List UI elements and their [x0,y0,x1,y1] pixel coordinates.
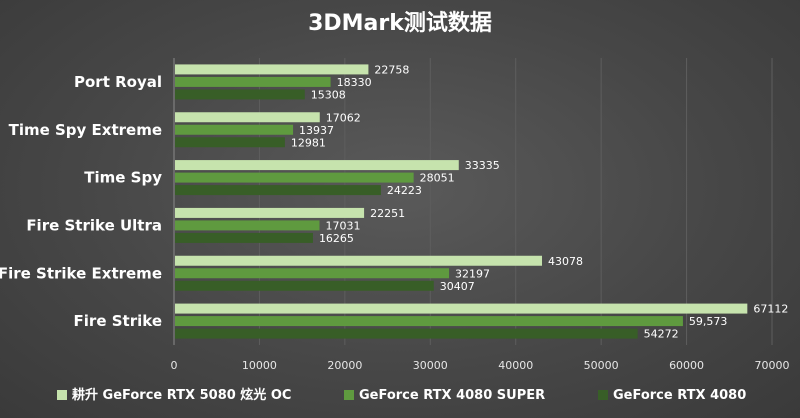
bar-value-label: 32197 [455,267,490,280]
x-tick-label: 40000 [498,359,533,372]
chart-title: 3DMark测试数据 [308,10,492,36]
x-tick-label: 10000 [242,359,277,372]
bar-value-label: 30407 [440,280,475,293]
bar [175,328,638,339]
category-label: Port Royal [74,73,162,91]
bar [175,137,285,148]
category-label: Fire Strike [74,312,162,330]
x-tick-label: 60000 [669,359,704,372]
bar-value-label: 22251 [370,207,405,220]
legend-label: 耕升 GeForce RTX 5080 炫光 OC [72,387,291,403]
bar-value-label: 28051 [420,172,455,185]
legend-swatch [598,390,608,400]
legend: 耕升 GeForce RTX 5080 炫光 OC GeForce RTX 408… [57,387,746,403]
x-axis-ticks: 0 10000 20000 30000 40000 50000 60000 70000 [171,359,790,372]
category-label: Time Spy Extreme [9,121,162,139]
bar [175,255,543,266]
x-tick-label: 50000 [584,359,619,372]
bar-value-label: 43078 [548,255,583,268]
bar-value-label: 16265 [319,232,354,245]
category-labels: Port Royal Time Spy Extreme Time Spy Fire S… [0,73,162,330]
bar-value-label: 24223 [387,184,422,197]
bar-value-label: 13937 [299,124,334,137]
bar-value-label: 18330 [337,76,372,89]
x-tick-label: 20000 [327,359,362,372]
legend-label: GeForce RTX 4080 SUPER [359,388,545,403]
bar-value-label: 15308 [311,88,346,101]
legend-label: GeForce RTX 4080 [613,388,746,403]
x-tick-label: 0 [171,359,178,372]
bar [175,232,313,243]
bar [175,160,459,171]
bar [175,280,434,291]
bar-value-label: 22758 [374,63,409,76]
bar [175,185,381,196]
bar [175,124,294,135]
category-label: Fire Strike Ultra [26,216,162,234]
bar-value-label: 33335 [465,159,500,172]
bar-value-label: 12981 [291,136,326,149]
category-label: Fire Strike Extreme [0,264,162,282]
bar-value-label: 17031 [325,219,360,232]
bar [175,207,365,218]
x-tick-label: 70000 [755,359,790,372]
bar [175,76,331,87]
x-tick-label: 30000 [413,359,448,372]
bar [175,89,305,100]
bar-value-label: 17062 [326,111,361,124]
legend-swatch [344,390,354,400]
bar [175,303,748,314]
legend-swatch [57,390,67,400]
bar-value-label: 67112 [753,303,788,316]
grid [173,58,773,345]
bar-value-label: 54272 [644,328,679,341]
bar [175,220,320,231]
bar [175,316,683,327]
bar [175,112,320,123]
bar [175,172,414,183]
bar [175,268,450,279]
category-label: Time Spy [84,169,162,187]
bar [175,64,369,75]
bar-value-label: 59,573 [689,315,728,328]
